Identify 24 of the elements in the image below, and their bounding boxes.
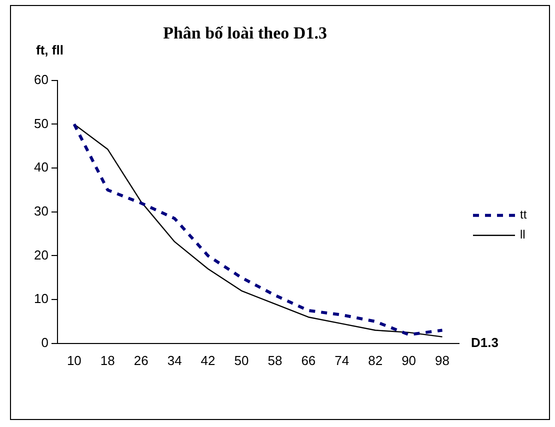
x-axis-title: D1.3 — [471, 334, 498, 350]
x-tick-label: 58 — [268, 352, 282, 368]
x-tick-label: 18 — [100, 352, 115, 368]
x-tick-label: 66 — [301, 352, 316, 368]
y-tick-label: 10 — [34, 291, 48, 306]
y-axis-title: ft, fll — [36, 42, 64, 58]
y-tick-label: 40 — [34, 160, 48, 175]
x-tick-label: 50 — [234, 352, 249, 368]
legend-label: ll — [520, 228, 526, 242]
y-tick-label: 0 — [41, 334, 48, 350]
x-tick-label: 26 — [134, 352, 148, 368]
x-tick-label: 42 — [200, 352, 216, 368]
legend-label: tt — [520, 208, 528, 222]
y-tick-label: 50 — [34, 116, 48, 131]
x-tick-label: 74 — [334, 352, 350, 368]
x-tick-label: 34 — [167, 352, 182, 368]
chart-title: Phân bố loài theo D1.3 — [163, 24, 327, 43]
y-tick-label: 20 — [34, 247, 48, 262]
y-tick-label: 30 — [34, 203, 48, 218]
x-tick-label: 82 — [368, 352, 383, 368]
x-tick-label: 90 — [402, 352, 416, 368]
y-tick-label: 60 — [34, 72, 48, 87]
x-tick-label: 10 — [66, 352, 82, 368]
x-tick-label: 98 — [435, 352, 450, 368]
